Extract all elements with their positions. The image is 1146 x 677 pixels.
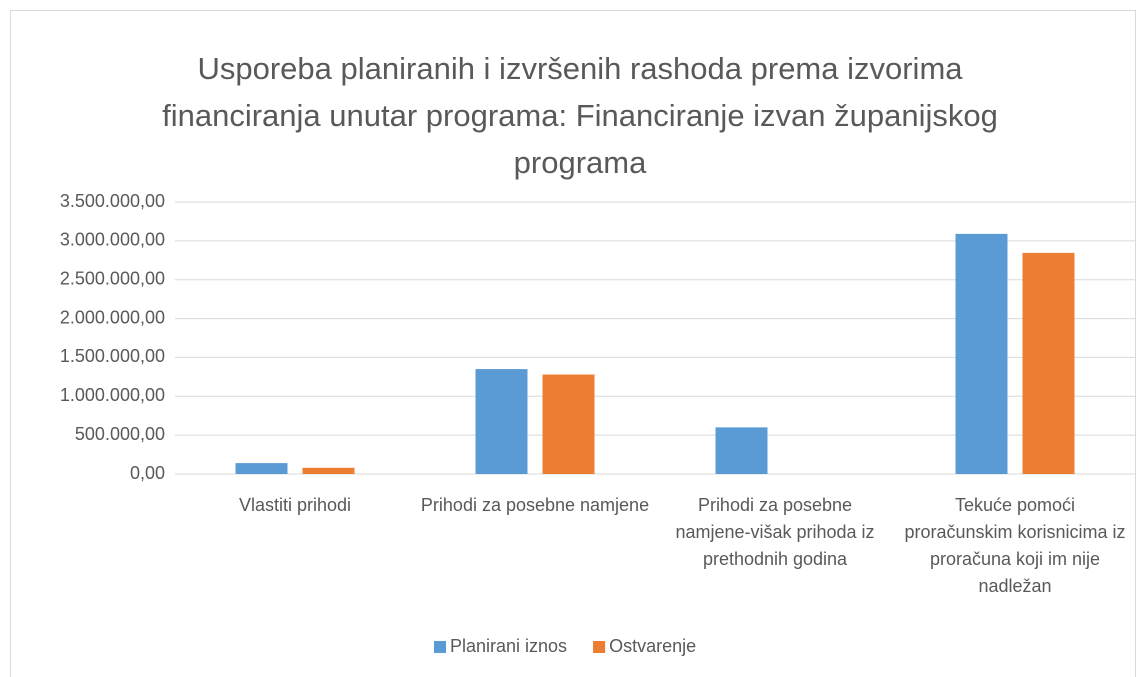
- x-tick-label: Prihodi za posebne namjene: [420, 495, 650, 515]
- y-tick-label: 3.500.000,00: [60, 191, 165, 211]
- legend-swatch: [434, 641, 446, 653]
- bar: [955, 233, 1008, 474]
- y-tick-label: 1.500.000,00: [60, 346, 165, 366]
- y-tick-label: 3.000.000,00: [60, 230, 165, 250]
- legend-label: Ostvarenje: [609, 636, 696, 656]
- x-tick-label: Vlastiti prihodi: [238, 495, 352, 515]
- x-tick-label: Prihodi za posebne namjene-višak prihoda…: [675, 495, 875, 569]
- y-tick-label: 2.000.000,00: [60, 307, 165, 327]
- bar: [302, 467, 355, 474]
- y-tick-label: 500.000,00: [75, 424, 165, 444]
- x-tick-label: Tekuće pomoći proračunskim korisnicima i…: [904, 495, 1126, 596]
- chart-title: Usporeba planiranih i izvršenih rashoda …: [162, 51, 998, 180]
- legend-label: Planirani iznos: [450, 636, 567, 656]
- bar: [235, 463, 288, 474]
- bar: [1022, 252, 1075, 474]
- y-tick-label: 2.500.000,00: [60, 268, 165, 288]
- bar: [542, 374, 595, 474]
- bar: [715, 427, 768, 474]
- y-tick-label: 1.000.000,00: [60, 385, 165, 405]
- bar: [475, 369, 528, 474]
- y-tick-label: 0,00: [130, 463, 165, 483]
- legend-swatch: [593, 641, 606, 653]
- chart-border: [10, 10, 1136, 677]
